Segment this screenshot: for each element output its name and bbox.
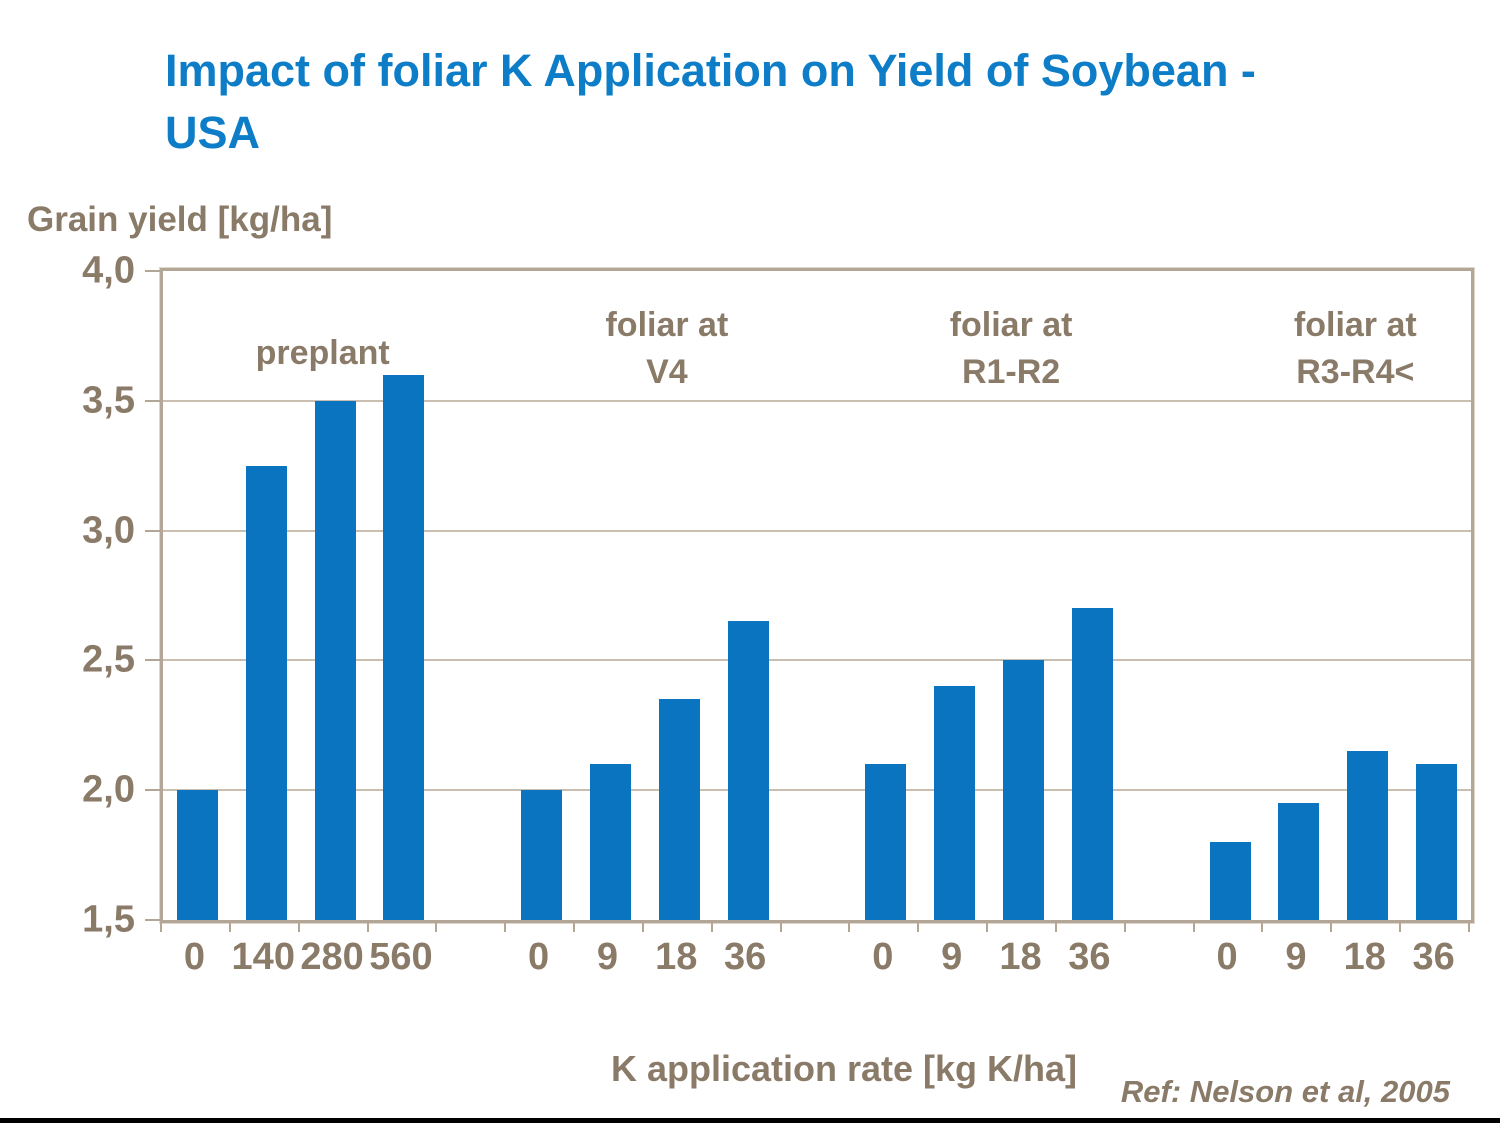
bar xyxy=(315,401,356,920)
x-axis-tick xyxy=(1261,920,1263,932)
bar xyxy=(934,686,975,920)
group-label: foliar at V4 xyxy=(605,306,729,391)
x-axis-tick xyxy=(298,920,300,932)
x-tick-label: 9 xyxy=(1285,936,1307,978)
gridline xyxy=(163,529,1471,532)
chart-title: Impact of foliar K Application on Yield … xyxy=(165,45,1256,158)
bar xyxy=(383,375,424,920)
bar xyxy=(1347,751,1388,920)
x-axis-tick xyxy=(504,920,506,932)
x-tick-label: 0 xyxy=(872,936,894,978)
x-axis-tick xyxy=(986,920,988,932)
x-axis-tick xyxy=(367,920,369,932)
x-axis-tick xyxy=(1330,920,1332,932)
y-axis-tick xyxy=(145,789,160,792)
x-tick-label: 18 xyxy=(1343,936,1386,978)
reference-text: Ref: Nelson et al, 2005 xyxy=(1120,1074,1450,1109)
x-axis-title: K application rate [kg K/ha] xyxy=(610,1048,1078,1089)
x-tick-label: 18 xyxy=(655,936,698,978)
x-tick-label: 36 xyxy=(1412,936,1455,978)
bar xyxy=(521,790,562,920)
x-axis-tick xyxy=(160,920,162,932)
y-axis-tick xyxy=(145,919,160,921)
bar xyxy=(865,764,906,920)
x-axis-tick xyxy=(780,920,782,932)
bar xyxy=(590,764,631,920)
y-tick-label: 3,5 xyxy=(82,379,135,422)
x-tick-label: 18 xyxy=(999,936,1042,978)
x-axis-tick xyxy=(917,920,919,932)
bar xyxy=(659,699,700,920)
y-axis-tick xyxy=(145,270,160,272)
x-tick-label: 280 xyxy=(300,936,364,978)
x-axis-tick xyxy=(1193,920,1195,932)
x-axis-tick xyxy=(1124,920,1126,932)
y-tick-label: 4,0 xyxy=(82,249,135,292)
x-tick-label: 560 xyxy=(369,936,433,978)
bar xyxy=(1003,660,1044,920)
x-tick-label: 36 xyxy=(724,936,767,978)
y-axis-tick xyxy=(145,399,160,402)
x-axis-tick xyxy=(1468,920,1470,932)
bar xyxy=(1278,803,1319,920)
group-label: foliar at R1-R2 xyxy=(949,306,1073,391)
group-label: foliar at R3-R4< xyxy=(1293,306,1417,391)
y-axis-tick xyxy=(145,659,160,662)
x-axis-tick xyxy=(711,920,713,932)
y-axis-title: Grain yield [kg/ha] xyxy=(27,200,333,239)
bar xyxy=(1416,764,1457,920)
x-axis-tick xyxy=(435,920,437,932)
y-tick-label: 1,5 xyxy=(82,898,135,941)
bar xyxy=(1072,608,1113,920)
bar xyxy=(177,790,218,920)
y-tick-label: 2,0 xyxy=(82,768,135,811)
y-tick-label: 2,5 xyxy=(82,638,135,681)
x-tick-label: 36 xyxy=(1068,936,1111,978)
gridline xyxy=(163,789,1471,792)
y-axis-tick xyxy=(145,529,160,532)
y-tick-label: 3,0 xyxy=(82,509,135,552)
x-tick-label: 9 xyxy=(596,936,619,978)
x-axis-tick xyxy=(573,920,575,932)
group-label: preplant xyxy=(255,334,390,372)
x-tick-label: 0 xyxy=(183,936,205,978)
x-tick-label: 9 xyxy=(941,936,963,978)
gridline xyxy=(163,399,1471,402)
x-axis-tick xyxy=(642,920,644,932)
x-axis-tick xyxy=(848,920,850,932)
bar xyxy=(246,466,287,920)
footer-rule xyxy=(0,1118,1500,1123)
x-axis-tick xyxy=(229,920,231,932)
bar xyxy=(1210,842,1251,920)
bar xyxy=(728,621,769,920)
x-axis-tick xyxy=(1055,920,1057,932)
x-tick-label: 140 xyxy=(231,936,295,978)
plot-area xyxy=(159,267,1475,924)
x-tick-label: 0 xyxy=(1216,936,1238,978)
x-axis-tick xyxy=(1399,920,1401,932)
gridline xyxy=(163,659,1471,662)
x-tick-label: 0 xyxy=(528,936,550,978)
